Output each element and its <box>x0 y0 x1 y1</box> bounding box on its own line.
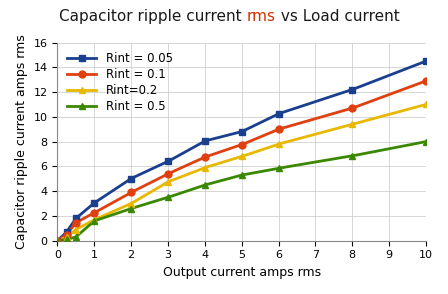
Text: rms: rms <box>247 9 276 24</box>
Text: Capacitor ripple current: Capacitor ripple current <box>60 9 247 24</box>
Text: vs Load current: vs Load current <box>276 9 400 24</box>
Y-axis label: Capacitor ripple current amps rms: Capacitor ripple current amps rms <box>15 34 28 249</box>
Legend: Rint = 0.05, Rint = 0.1, Rint=0.2, Rint = 0.5: Rint = 0.05, Rint = 0.1, Rint=0.2, Rint … <box>63 49 177 116</box>
Title: Capacitor ripple current rms vs Load current: Capacitor ripple current rms vs Load cur… <box>0 293 1 294</box>
X-axis label: Output current amps rms: Output current amps rms <box>163 266 321 279</box>
